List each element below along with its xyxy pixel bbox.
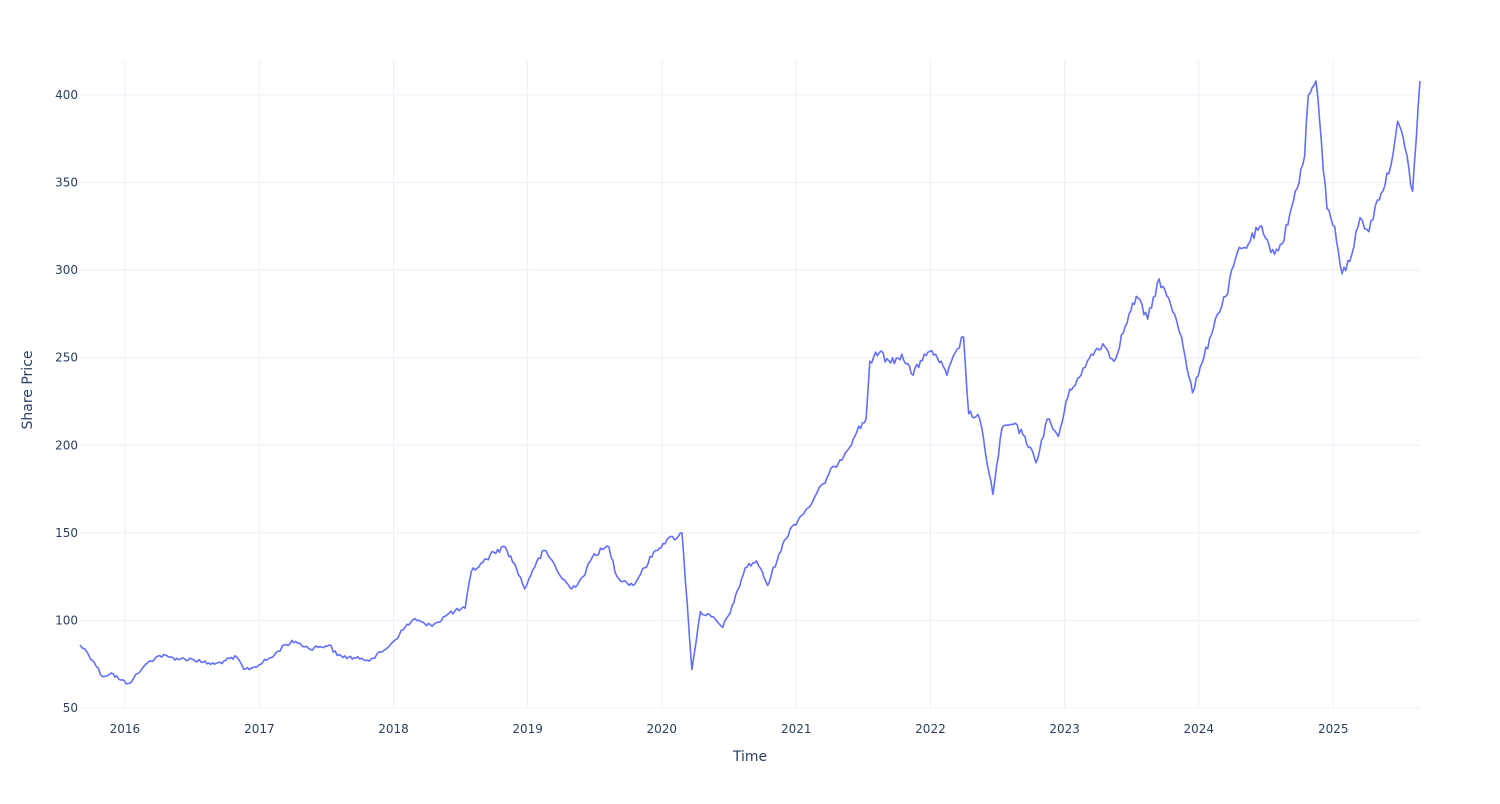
y-tick-label: 100	[55, 613, 78, 627]
x-tick-label: 2022	[915, 722, 946, 736]
gridlines	[80, 60, 1420, 709]
x-tick-label: 2025	[1318, 722, 1349, 736]
x-axis-title: Time	[732, 749, 767, 765]
y-tick-label: 400	[55, 88, 78, 102]
x-tick-label: 2024	[1183, 722, 1214, 736]
y-tick-label: 300	[55, 263, 78, 277]
y-tick-label: 250	[55, 351, 78, 365]
y-tick-label: 150	[55, 526, 78, 540]
series-layer	[79, 80, 1421, 685]
x-tick-label: 2020	[647, 722, 678, 736]
y-tick-label: 200	[55, 438, 78, 452]
share-price-line	[79, 80, 1421, 685]
y-tick-label: 350	[55, 176, 78, 190]
y-tick-labels: 50 100 150 200 250 300 350 400	[55, 88, 78, 715]
x-tick-label: 2016	[110, 722, 141, 736]
x-tick-label: 2019	[512, 722, 543, 736]
y-axis-title: Share Price	[20, 350, 36, 429]
x-tick-label: 2017	[244, 722, 275, 736]
x-tick-labels: 2016 2017 2018 2019 2020 2021 2022 2023 2024 2025	[110, 722, 1349, 736]
x-tick-label: 2021	[781, 722, 812, 736]
x-tick-label: 2018	[378, 722, 409, 736]
x-tick-label: 2023	[1049, 722, 1080, 736]
y-tick-label: 50	[63, 701, 78, 715]
